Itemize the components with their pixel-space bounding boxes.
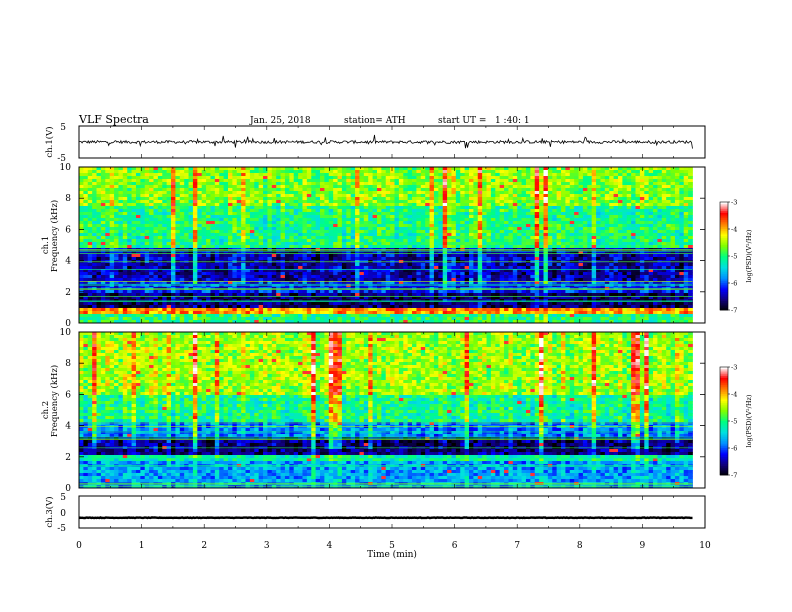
date-label: Jan. 25, 2018	[249, 116, 311, 126]
ch2-channel-label: ch.2	[41, 401, 51, 419]
station-label: station= ATH	[344, 116, 406, 126]
ch1-ytick-top: 5	[60, 123, 66, 133]
ch1-channel-label: ch.1	[41, 236, 51, 254]
time-tick-label: 7	[514, 541, 520, 551]
spectrogram-ytick-label: 4	[65, 422, 71, 432]
spectrogram-ytick-label: 10	[60, 328, 72, 338]
spectrogram-ytick-label: 6	[65, 390, 71, 400]
ch1-waveform-panel: 5 -5 ch.1(V)	[44, 123, 706, 164]
colorbar-tick-label: -7	[731, 307, 737, 315]
colorbar-label: log(PSD)(V²/Hz)	[745, 229, 753, 282]
start-time-label: start UT = 1 :40: 1	[438, 116, 530, 126]
colorbar-tick-label: -5	[731, 253, 737, 261]
ch1-spectrogram-panel: 0 2 4 6 8 10 ch.1 Frequency (kHz)	[41, 163, 706, 329]
time-tick-label: 6	[452, 541, 458, 551]
spectrogram-ytick-label: 2	[65, 453, 71, 463]
spectrogram-ytick-label: 2	[65, 288, 71, 298]
ch1-spectrogram-yticks: 0 2 4 6 8 10	[60, 163, 705, 329]
ch3-ytick-top: 5	[60, 493, 66, 503]
colorbar-tick-label: -4	[731, 226, 737, 234]
spectrogram-ytick-label: 8	[65, 359, 71, 369]
ch1-frequency-label: Frequency (kHz)	[49, 200, 60, 272]
spectrogram-ytick-label: 4	[65, 257, 71, 267]
ch3-waveform-line	[78, 516, 693, 520]
colorbar-tick-label: -6	[731, 280, 737, 288]
time-tick-label: 10	[699, 541, 711, 551]
time-tick-label: 5	[389, 541, 395, 551]
ch1-spectrogram-image	[79, 167, 705, 324]
spectrogram-ytick-label: 6	[65, 225, 71, 235]
ch2-colorbar: -3 -4 -5 -6 -7 log(PSD)(V²/Hz)	[719, 364, 753, 480]
colorbar-tick-label: -5	[731, 418, 737, 426]
figure-title: VLF Spectra	[78, 113, 149, 126]
time-tick-label: 2	[201, 541, 207, 551]
ch1-ytick-bottom: -5	[57, 154, 66, 164]
ch1-waveform-line	[79, 134, 693, 149]
time-tick-label: 8	[577, 541, 583, 551]
colorbar-tick-label: -7	[731, 472, 737, 480]
ch2-frequency-label: Frequency (kHz)	[49, 365, 60, 437]
colorbar-tick-label: -6	[731, 445, 737, 453]
ch3-volt-label: ch.3(V)	[44, 496, 55, 527]
ch3-ytick-mid: 0	[60, 509, 66, 519]
time-axis-label: Time (min)	[367, 549, 417, 560]
spectrogram-ytick-label: 0	[65, 319, 71, 329]
ch3-waveform-panel: 5 0 -5 ch.3(V)	[44, 493, 706, 534]
time-tick-label: 9	[640, 541, 646, 551]
time-tick-label: 4	[327, 541, 333, 551]
time-tick-label: 1	[139, 541, 145, 551]
colorbar-label: log(PSD)(V²/Hz)	[745, 394, 753, 447]
spectrogram-ytick-label: 8	[65, 194, 71, 204]
ch2-spectrogram-panel: 0 2 4 6 8 10 ch.2 Frequency (kHz)	[41, 328, 706, 494]
ch3-ytick-bottom: -5	[57, 524, 66, 534]
ch2-spectrogram-image	[79, 332, 705, 489]
colorbar-tick-label: -3	[731, 364, 737, 372]
ch1-volt-label: ch.1(V)	[44, 126, 55, 157]
colorbar-tick-label: -3	[731, 199, 737, 207]
ch1-colorbar: -3 -4 -5 -6 -7 log(PSD)(V²/Hz)	[719, 199, 753, 315]
colorbar-tick-label: -4	[731, 391, 737, 399]
time-axis: 0 1 2 3 4 5 6 7 8 9 10	[76, 126, 711, 551]
time-tick-label: 0	[76, 541, 82, 551]
ch2-spectrogram-yticks: 0 2 4 6 8 10	[60, 328, 705, 494]
spectrogram-ytick-label: 0	[65, 484, 71, 494]
spectrogram-ytick-label: 10	[60, 163, 72, 173]
time-tick-label: 3	[264, 541, 270, 551]
